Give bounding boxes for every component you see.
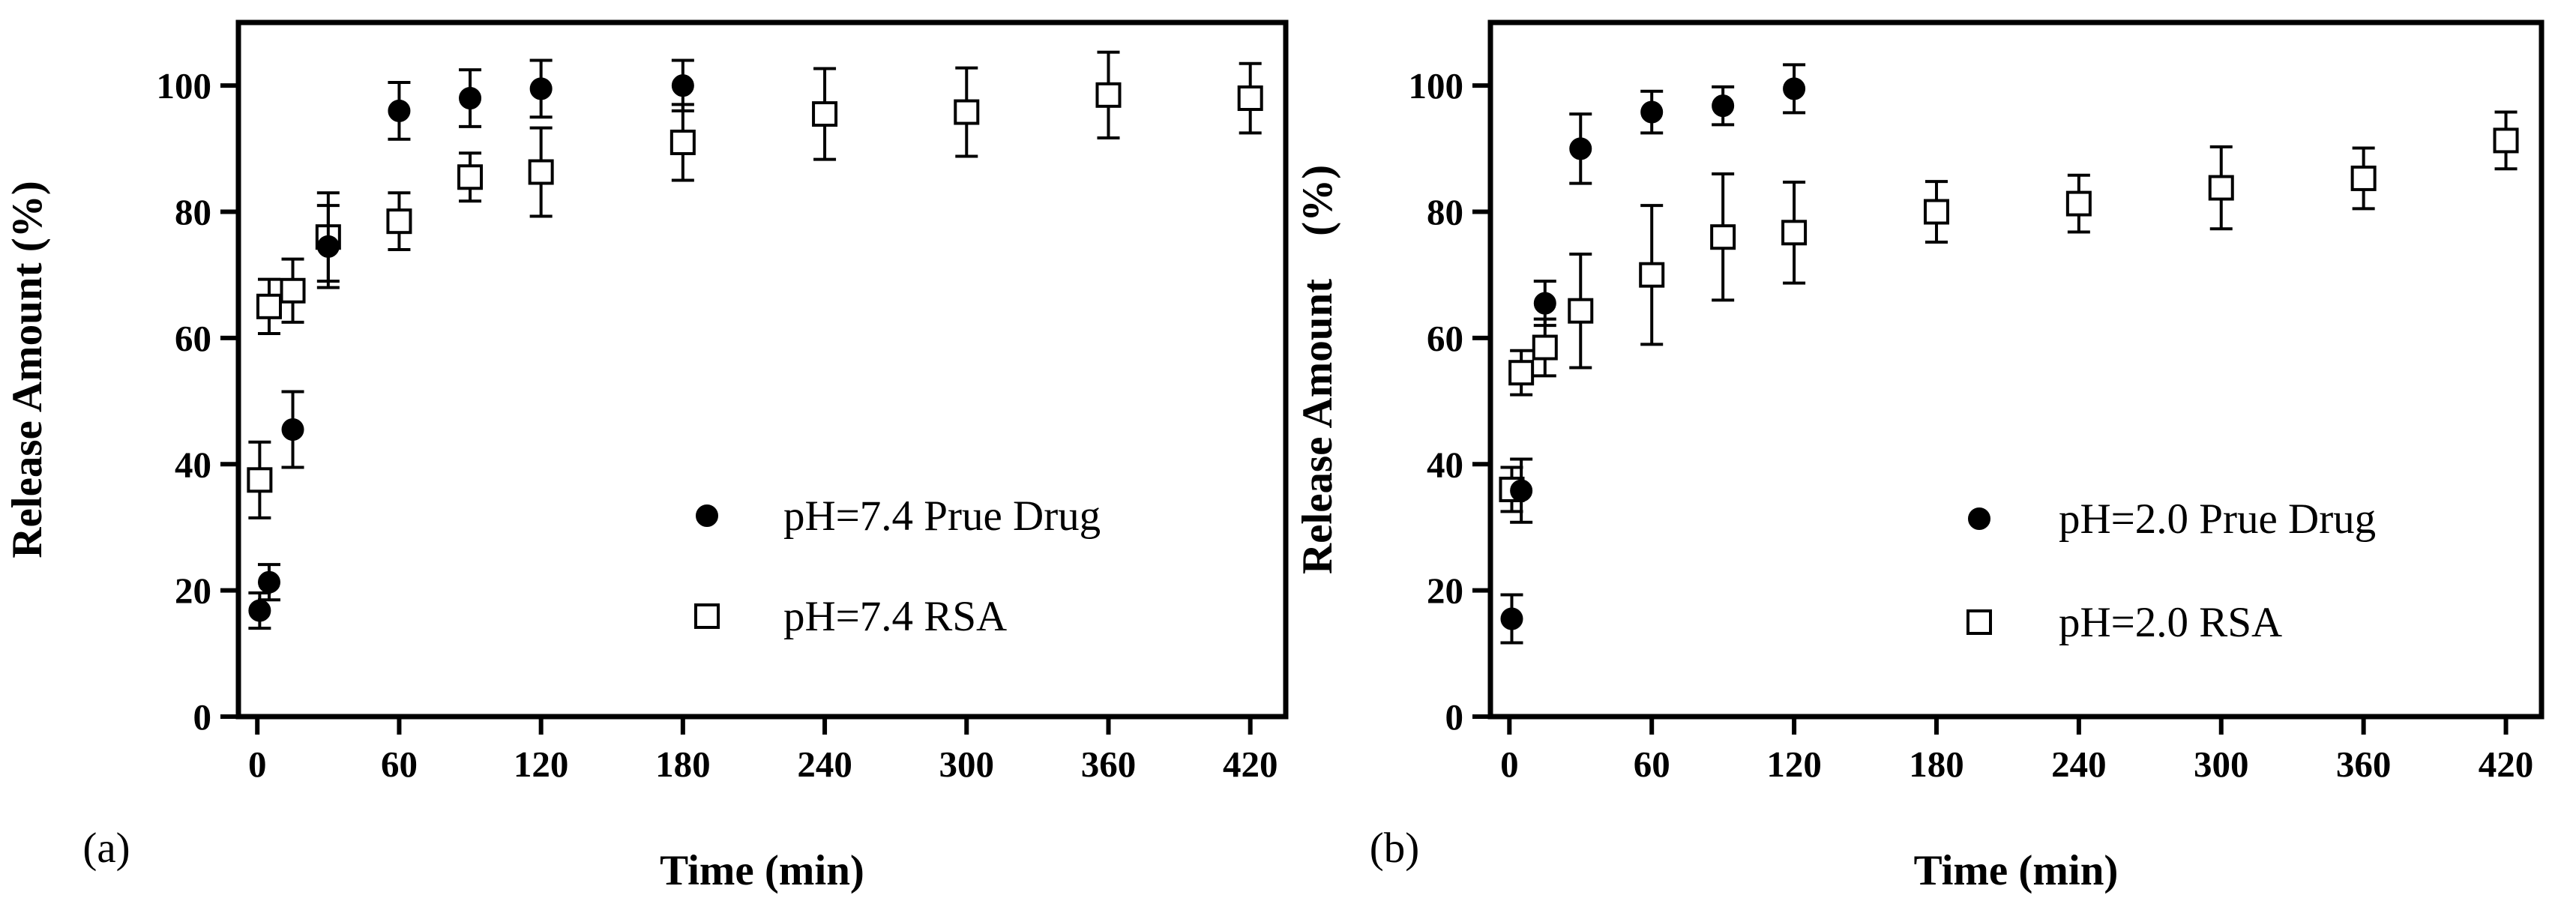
data-point-marker (1569, 137, 1592, 160)
panel-label: (b) (1370, 825, 1419, 872)
x-tick-label: 240 (797, 744, 852, 785)
data-point-marker (1533, 292, 1556, 315)
legend: pH=7.4 Prue Drug pH=7.4 RSA (694, 492, 1101, 640)
y-tick-label: 40 (1427, 444, 1463, 485)
data-point-marker (1640, 100, 1664, 124)
data-point-marker (694, 603, 720, 629)
series-rsa (247, 50, 1263, 519)
x-tick-label: 120 (1766, 744, 1822, 785)
series-prue-drug (1500, 63, 1806, 645)
data-point-marker (280, 277, 306, 304)
data-point-marker (696, 504, 718, 527)
data-point-marker (1095, 82, 1122, 108)
data-point-marker (457, 164, 484, 190)
legend-label: pH=7.4 RSA (783, 593, 1007, 640)
series-prue-drug (248, 58, 694, 630)
x-tick-label: 60 (381, 744, 418, 785)
data-point-marker (247, 467, 273, 493)
data-point-marker (2493, 127, 2519, 154)
data-point-marker (671, 74, 694, 97)
data-point-marker (954, 99, 980, 125)
data-point-marker (2208, 175, 2234, 201)
x-tick-label: 180 (1909, 744, 1964, 785)
plot-frame (235, 19, 1289, 720)
y-tick-label: 100 (1409, 65, 1464, 106)
data-point-marker (529, 77, 553, 100)
x-tick-label: 420 (1223, 744, 1278, 785)
x-axis-title: Time (min) (1914, 847, 2119, 894)
y-tick-label: 20 (175, 570, 211, 612)
data-point-marker (1923, 199, 1949, 225)
y-axis-title: Release Amount (%) (4, 181, 51, 558)
legend-label: pH=7.4 Prue Drug (783, 492, 1101, 540)
data-point-marker (256, 293, 282, 319)
data-point-marker (1237, 85, 1263, 112)
plot-frame (1487, 19, 2545, 720)
x-tick-label: 420 (2479, 744, 2534, 785)
data-point-marker (1968, 507, 1990, 530)
x-tick-label: 0 (248, 744, 267, 785)
data-point-marker (386, 208, 412, 235)
data-point-marker (1783, 77, 1806, 100)
data-point-marker (248, 599, 271, 622)
x-tick-label: 240 (2051, 744, 2107, 785)
y-tick-label: 0 (1445, 696, 1464, 738)
x-tick-label: 0 (1500, 744, 1519, 785)
x-tick-label: 180 (655, 744, 711, 785)
x-tick-label: 360 (2336, 744, 2392, 785)
x-tick-label: 60 (1634, 744, 1670, 785)
legend: pH=2.0 Prue Drug pH=2.0 RSA (1966, 495, 2376, 646)
data-point-marker (1568, 298, 1594, 324)
chart-panel-a: 0 60 120 180 240 300 360 420 0 20 40 60 80 100 Time (m… (4, 19, 1289, 894)
y-tick-label: 100 (157, 65, 212, 106)
y-tick-label: 40 (175, 444, 211, 485)
x-axis-title: Time (min) (660, 847, 864, 894)
series-rsa (1499, 110, 2519, 513)
data-point-marker (1781, 220, 1808, 246)
y-tick-label: 0 (193, 696, 212, 738)
data-point-marker (669, 129, 696, 155)
panel-label: (a) (82, 825, 130, 872)
x-tick-label: 300 (2194, 744, 2249, 785)
x-tick-label: 360 (1081, 744, 1137, 785)
data-point-marker (2065, 190, 2092, 217)
data-point-marker (528, 159, 554, 185)
data-point-marker (2350, 165, 2377, 191)
data-point-marker (1532, 334, 1558, 361)
data-point-marker (812, 101, 838, 127)
y-tick-label: 20 (1427, 570, 1463, 612)
y-tick-label: 80 (175, 192, 211, 233)
data-point-marker (1500, 607, 1523, 630)
data-point-marker (1639, 262, 1665, 288)
x-tick-label: 120 (514, 744, 569, 785)
y-tick-label: 60 (175, 318, 211, 359)
legend-label: pH=2.0 Prue Drug (2059, 495, 2376, 543)
data-point-marker (1508, 360, 1535, 386)
data-point-marker (459, 87, 482, 110)
data-point-marker (316, 235, 340, 258)
y-tick-label: 60 (1427, 318, 1463, 359)
data-point-marker (388, 99, 411, 122)
y-tick-label: 80 (1427, 192, 1463, 233)
chart-panel-b: 0 60 120 180 240 300 360 420 0 20 40 60 80 100 Time (m… (1294, 19, 2545, 894)
y-axis-title: Release Amount (%) (1294, 165, 1341, 574)
data-point-marker (1712, 94, 1735, 118)
x-tick-label: 300 (939, 744, 995, 785)
data-point-marker (1966, 609, 1992, 635)
data-point-marker (1510, 479, 1533, 502)
legend-label: pH=2.0 RSA (2059, 599, 2282, 646)
data-point-marker (257, 570, 280, 594)
data-point-marker (281, 418, 304, 441)
data-point-marker (1710, 224, 1736, 250)
